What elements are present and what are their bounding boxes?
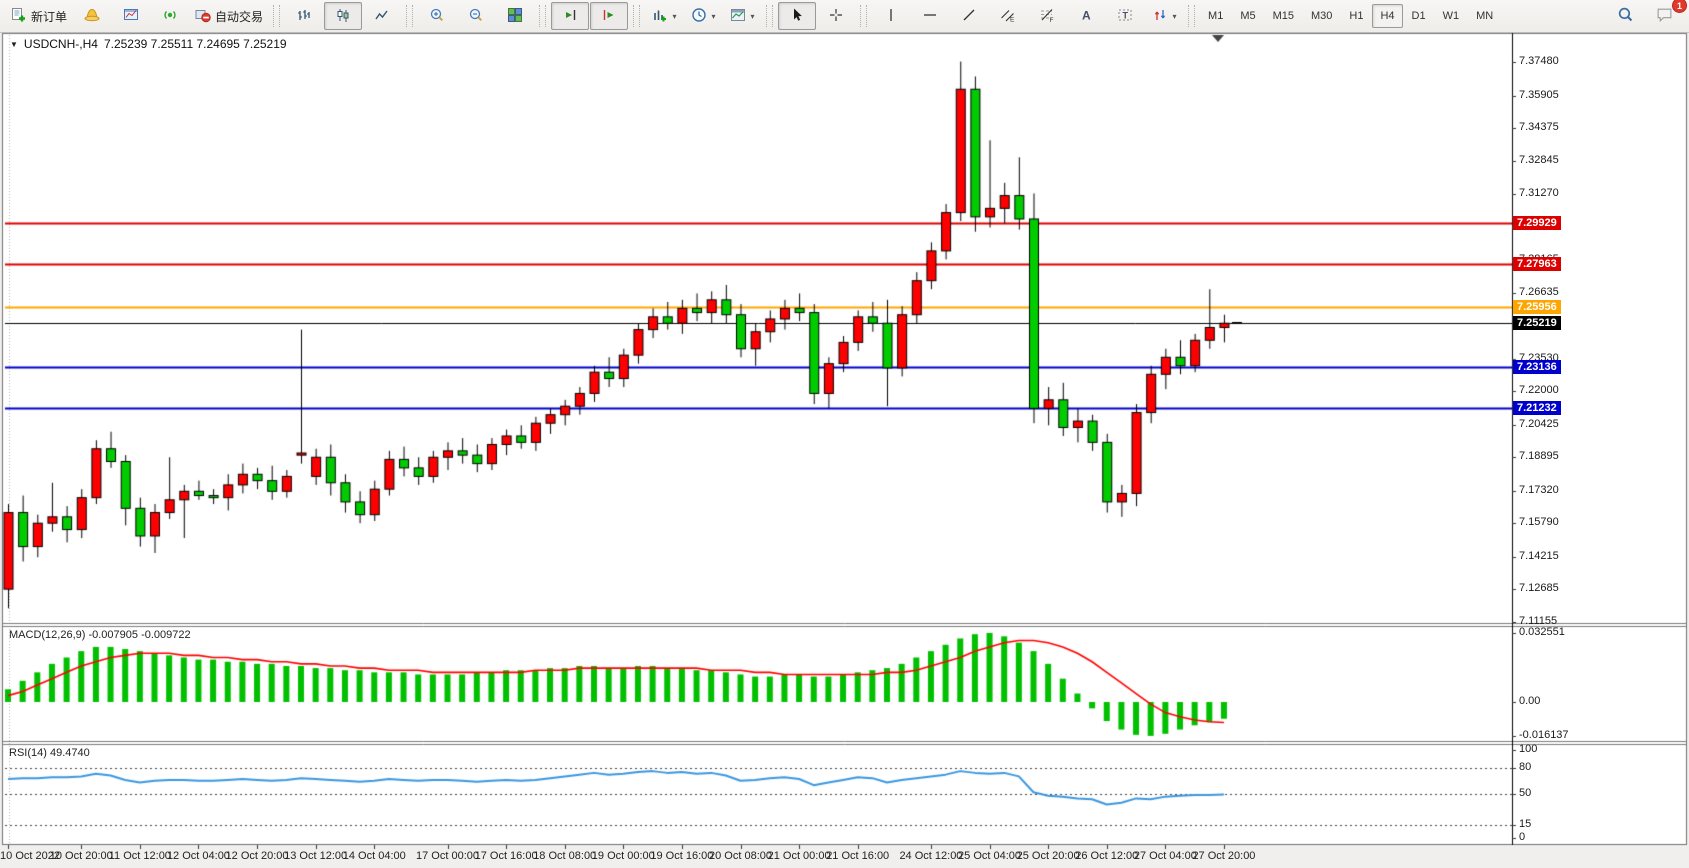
chart-plot-area[interactable] xyxy=(0,0,1689,868)
